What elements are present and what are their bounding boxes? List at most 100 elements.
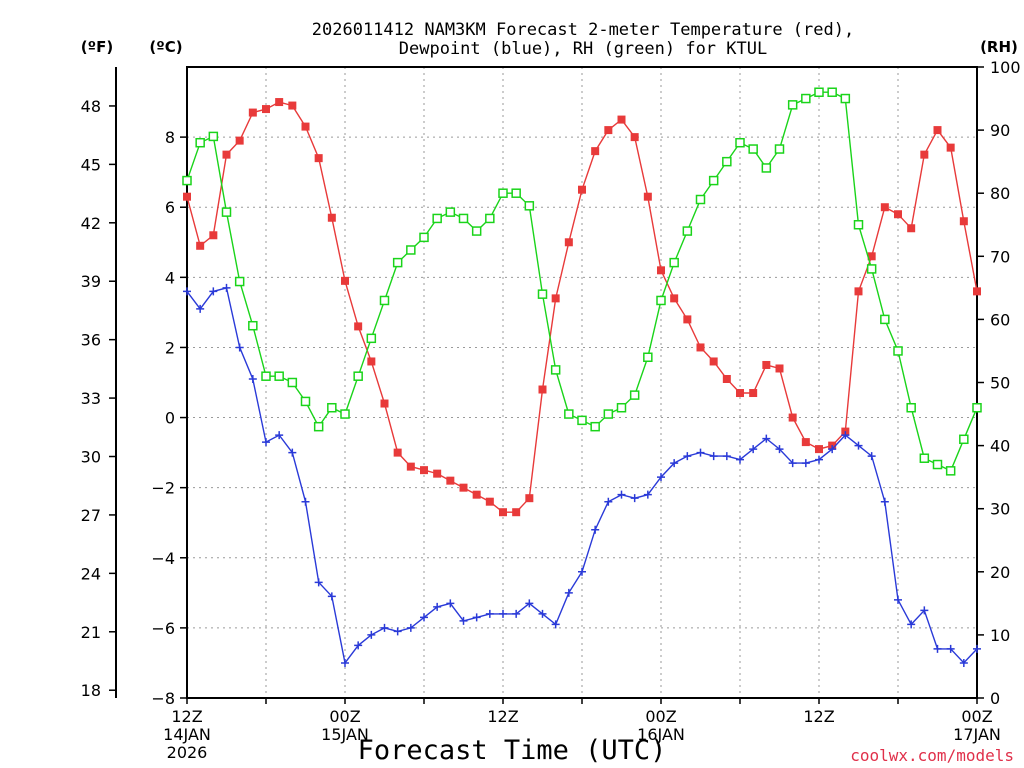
temperature-point: [314, 154, 323, 163]
temperature-point: [288, 101, 297, 110]
dewpoint-point: [538, 609, 547, 618]
dewpoint-point: [578, 567, 586, 576]
rh-point: [669, 257, 679, 268]
dewpoint-point: [604, 497, 613, 506]
temperature-point: [946, 143, 955, 152]
dewpoint-point: [393, 627, 402, 636]
temperature-point: [880, 203, 889, 212]
rh-point: [392, 257, 403, 268]
dewpoint-point: [235, 343, 244, 352]
temperature-point: [433, 469, 442, 478]
dewpoint-point: [880, 497, 889, 506]
celsius-tick-label: −8: [151, 689, 175, 708]
dewpoint-point: [222, 283, 231, 292]
temperature-point: [604, 126, 613, 135]
series-1: [183, 283, 981, 667]
series-2: [182, 87, 982, 476]
temperature-point: [709, 357, 718, 366]
celsius-unit-label: (ºC): [149, 38, 182, 56]
dewpoint-point: [630, 494, 639, 503]
x-tick-label: 16JAN: [637, 725, 685, 744]
fahrenheit-tick-label: 27: [81, 506, 101, 525]
temperature-point: [327, 213, 336, 222]
rh-tick-label: 30: [990, 500, 1010, 519]
rh-point: [248, 320, 258, 331]
rh-point: [458, 213, 469, 224]
rh-point: [498, 188, 508, 198]
rh-point: [893, 346, 903, 356]
dewpoint-point: [433, 602, 442, 611]
x-tick-label: 14JAN: [163, 725, 211, 744]
dewpoint-point: [499, 609, 507, 618]
temperature-point: [393, 448, 402, 457]
rh-point: [972, 402, 982, 413]
dewpoint-point: [973, 644, 981, 653]
dewpoint-point: [841, 431, 850, 440]
rh-point: [959, 434, 969, 445]
temperature-point: [867, 252, 876, 261]
rh-point: [419, 232, 429, 243]
rh-point: [629, 390, 640, 400]
rh-tick-label: 80: [990, 184, 1010, 203]
dewpoint-point: [446, 599, 455, 608]
temperature-point: [499, 508, 507, 517]
rh-point: [471, 226, 482, 236]
fahrenheit-tick-label: 18: [81, 681, 101, 700]
chart-title-line2: Dewpoint (blue), RH (green) for KTUL: [399, 39, 767, 59]
temperature-point: [380, 399, 389, 408]
temperature-point: [696, 343, 705, 352]
dewpoint-point: [406, 623, 415, 632]
temperature-point: [801, 438, 810, 447]
temperature-point: [762, 360, 771, 369]
temperature-point: [854, 287, 863, 296]
rh-point: [735, 137, 745, 148]
rh-point: [787, 100, 798, 110]
dewpoint-point: [459, 616, 468, 625]
temperature-point: [525, 494, 534, 503]
x-tick-label: 12Z: [487, 707, 518, 726]
celsius-tick-label: −2: [151, 479, 175, 498]
dewpoint-point: [327, 592, 336, 601]
rh-tick-label: 60: [990, 310, 1010, 329]
temperature-point: [749, 389, 758, 398]
dewpoint-point: [248, 374, 257, 383]
celsius-tick-label: 2: [165, 338, 175, 357]
rh-point: [880, 314, 890, 325]
dewpoint-point: [472, 613, 481, 622]
dewpoint-point: [788, 459, 797, 468]
celsius-tick-label: −4: [151, 549, 175, 568]
x-axis-label: Forecast Time (UTC): [358, 735, 667, 766]
celsius-tick-label: −6: [151, 619, 175, 638]
rh-point: [524, 201, 535, 211]
dewpoint-point: [775, 445, 784, 454]
dewpoint-point: [894, 595, 902, 604]
x-tick-label: 17JAN: [953, 725, 1001, 744]
temperature-point: [235, 136, 244, 145]
temperature-point: [643, 192, 652, 201]
rh-point: [945, 466, 956, 476]
dewpoint-point: [762, 434, 771, 443]
chart-title-line1: 2026011412 NAM3KM Forecast 2-meter Tempe…: [312, 20, 854, 40]
temperature-point: [196, 241, 205, 250]
dewpoint-point: [736, 455, 744, 464]
temperature-point: [551, 294, 560, 303]
temperature-point: [630, 133, 639, 142]
dewpoint-point: [801, 459, 810, 468]
rh-point: [511, 188, 521, 198]
dewpoint-point: [288, 448, 297, 457]
dewpoint-point: [907, 620, 916, 629]
x-tick-label: 15JAN: [321, 725, 369, 744]
rh-tick-label: 70: [990, 247, 1010, 266]
rh-point: [919, 453, 930, 463]
dewpoint-point: [920, 606, 929, 615]
rh-point: [814, 87, 824, 97]
rh-point: [643, 352, 653, 363]
fahrenheit-unit-label: (ºF): [81, 38, 113, 56]
series-line-2: [186, 91, 978, 472]
dewpoint-point: [959, 658, 968, 667]
temperature-point: [894, 210, 902, 219]
fahrenheit-tick-label: 33: [81, 389, 101, 408]
dewpoint-point: [617, 490, 626, 499]
rh-tick-label: 40: [990, 437, 1010, 456]
